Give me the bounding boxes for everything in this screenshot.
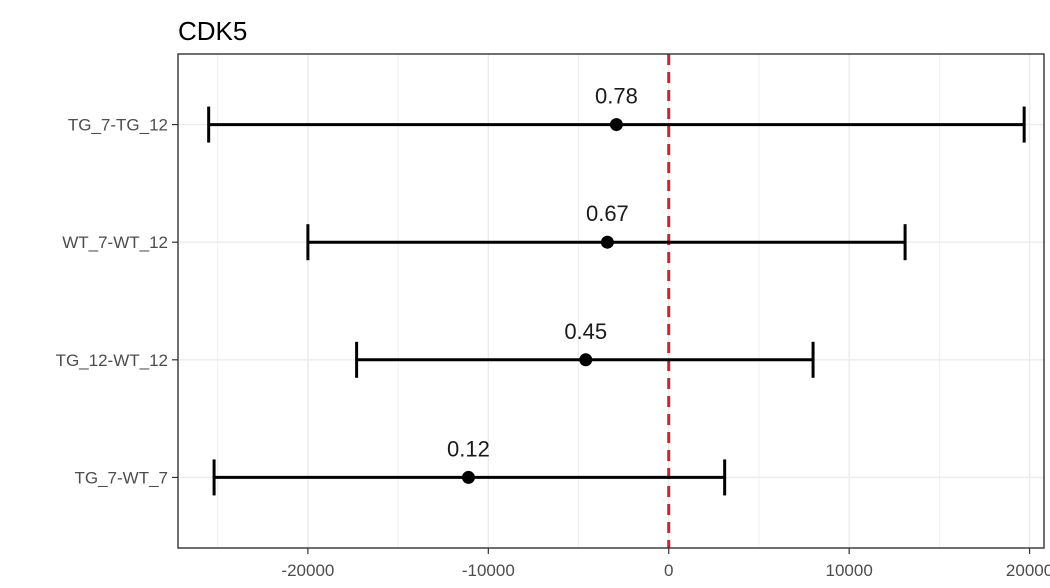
estimate-point bbox=[579, 353, 593, 367]
x-tick-label: -10000 bbox=[462, 561, 515, 580]
plot-panel-border bbox=[177, 53, 1045, 549]
p-value-label: 0.45 bbox=[564, 319, 607, 344]
y-tick-label: TG_12-WT_12 bbox=[56, 351, 168, 370]
estimate-marks: 0.78 0.67 0.45 0.12 bbox=[207, 84, 1026, 496]
estimate-point bbox=[600, 235, 614, 249]
estimate-point bbox=[461, 470, 475, 484]
x-tick-label: -20000 bbox=[281, 561, 334, 580]
p-value-label: 0.12 bbox=[447, 436, 490, 461]
x-tick-label: 20000 bbox=[1006, 561, 1050, 580]
chart-title: CDK5 bbox=[178, 16, 247, 46]
estimate-point bbox=[609, 118, 623, 132]
y-tick-label: WT_7-WT_12 bbox=[62, 233, 168, 252]
p-value-label: 0.67 bbox=[586, 201, 629, 226]
x-axis-ticks: -20000 -10000 0 10000 20000 bbox=[281, 548, 1050, 580]
y-tick-label: TG_7-TG_12 bbox=[68, 116, 168, 135]
x-tick-label: 10000 bbox=[826, 561, 873, 580]
y-tick-label: TG_7-WT_7 bbox=[74, 468, 168, 487]
p-value-label: 0.78 bbox=[595, 84, 638, 109]
x-tick-label: 0 bbox=[664, 561, 673, 580]
y-axis-ticks: TG_7-TG_12 WT_7-WT_12 TG_12-WT_12 TG_7-WT_7 bbox=[56, 116, 178, 487]
